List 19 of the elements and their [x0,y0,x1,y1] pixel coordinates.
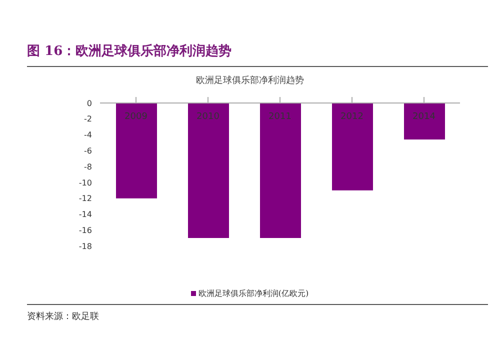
x-tick-label: 2009 [124,112,148,122]
chart-subtitle: 欧洲足球俱乐部净利润趋势 [195,74,305,87]
y-tick-label: -12 [78,194,92,204]
x-tick-label: 2012 [340,112,364,122]
y-tick-label: -4 [84,130,92,140]
x-tick-label: 2011 [268,112,292,122]
y-tick-label: -18 [78,242,92,251]
y-tick-label: 0 [86,98,92,108]
y-tick-label: -2 [84,114,92,124]
y-tick-label: -10 [78,178,92,188]
x-tick-label: 2010 [196,112,220,122]
y-tick-label: -8 [84,162,92,172]
text: 资料来源：欧足联 [27,310,99,323]
y-tick-label: -16 [78,226,92,235]
chart-title: 图 16：欧洲足球俱乐部净利润趋势 [27,42,232,60]
x-tick-label: 2014 [412,112,436,122]
y-tick-label: -6 [84,146,92,156]
legend-label: 欧洲足球俱乐部净利润(亿欧元) [197,288,309,299]
y-tick-label: -14 [78,210,92,220]
